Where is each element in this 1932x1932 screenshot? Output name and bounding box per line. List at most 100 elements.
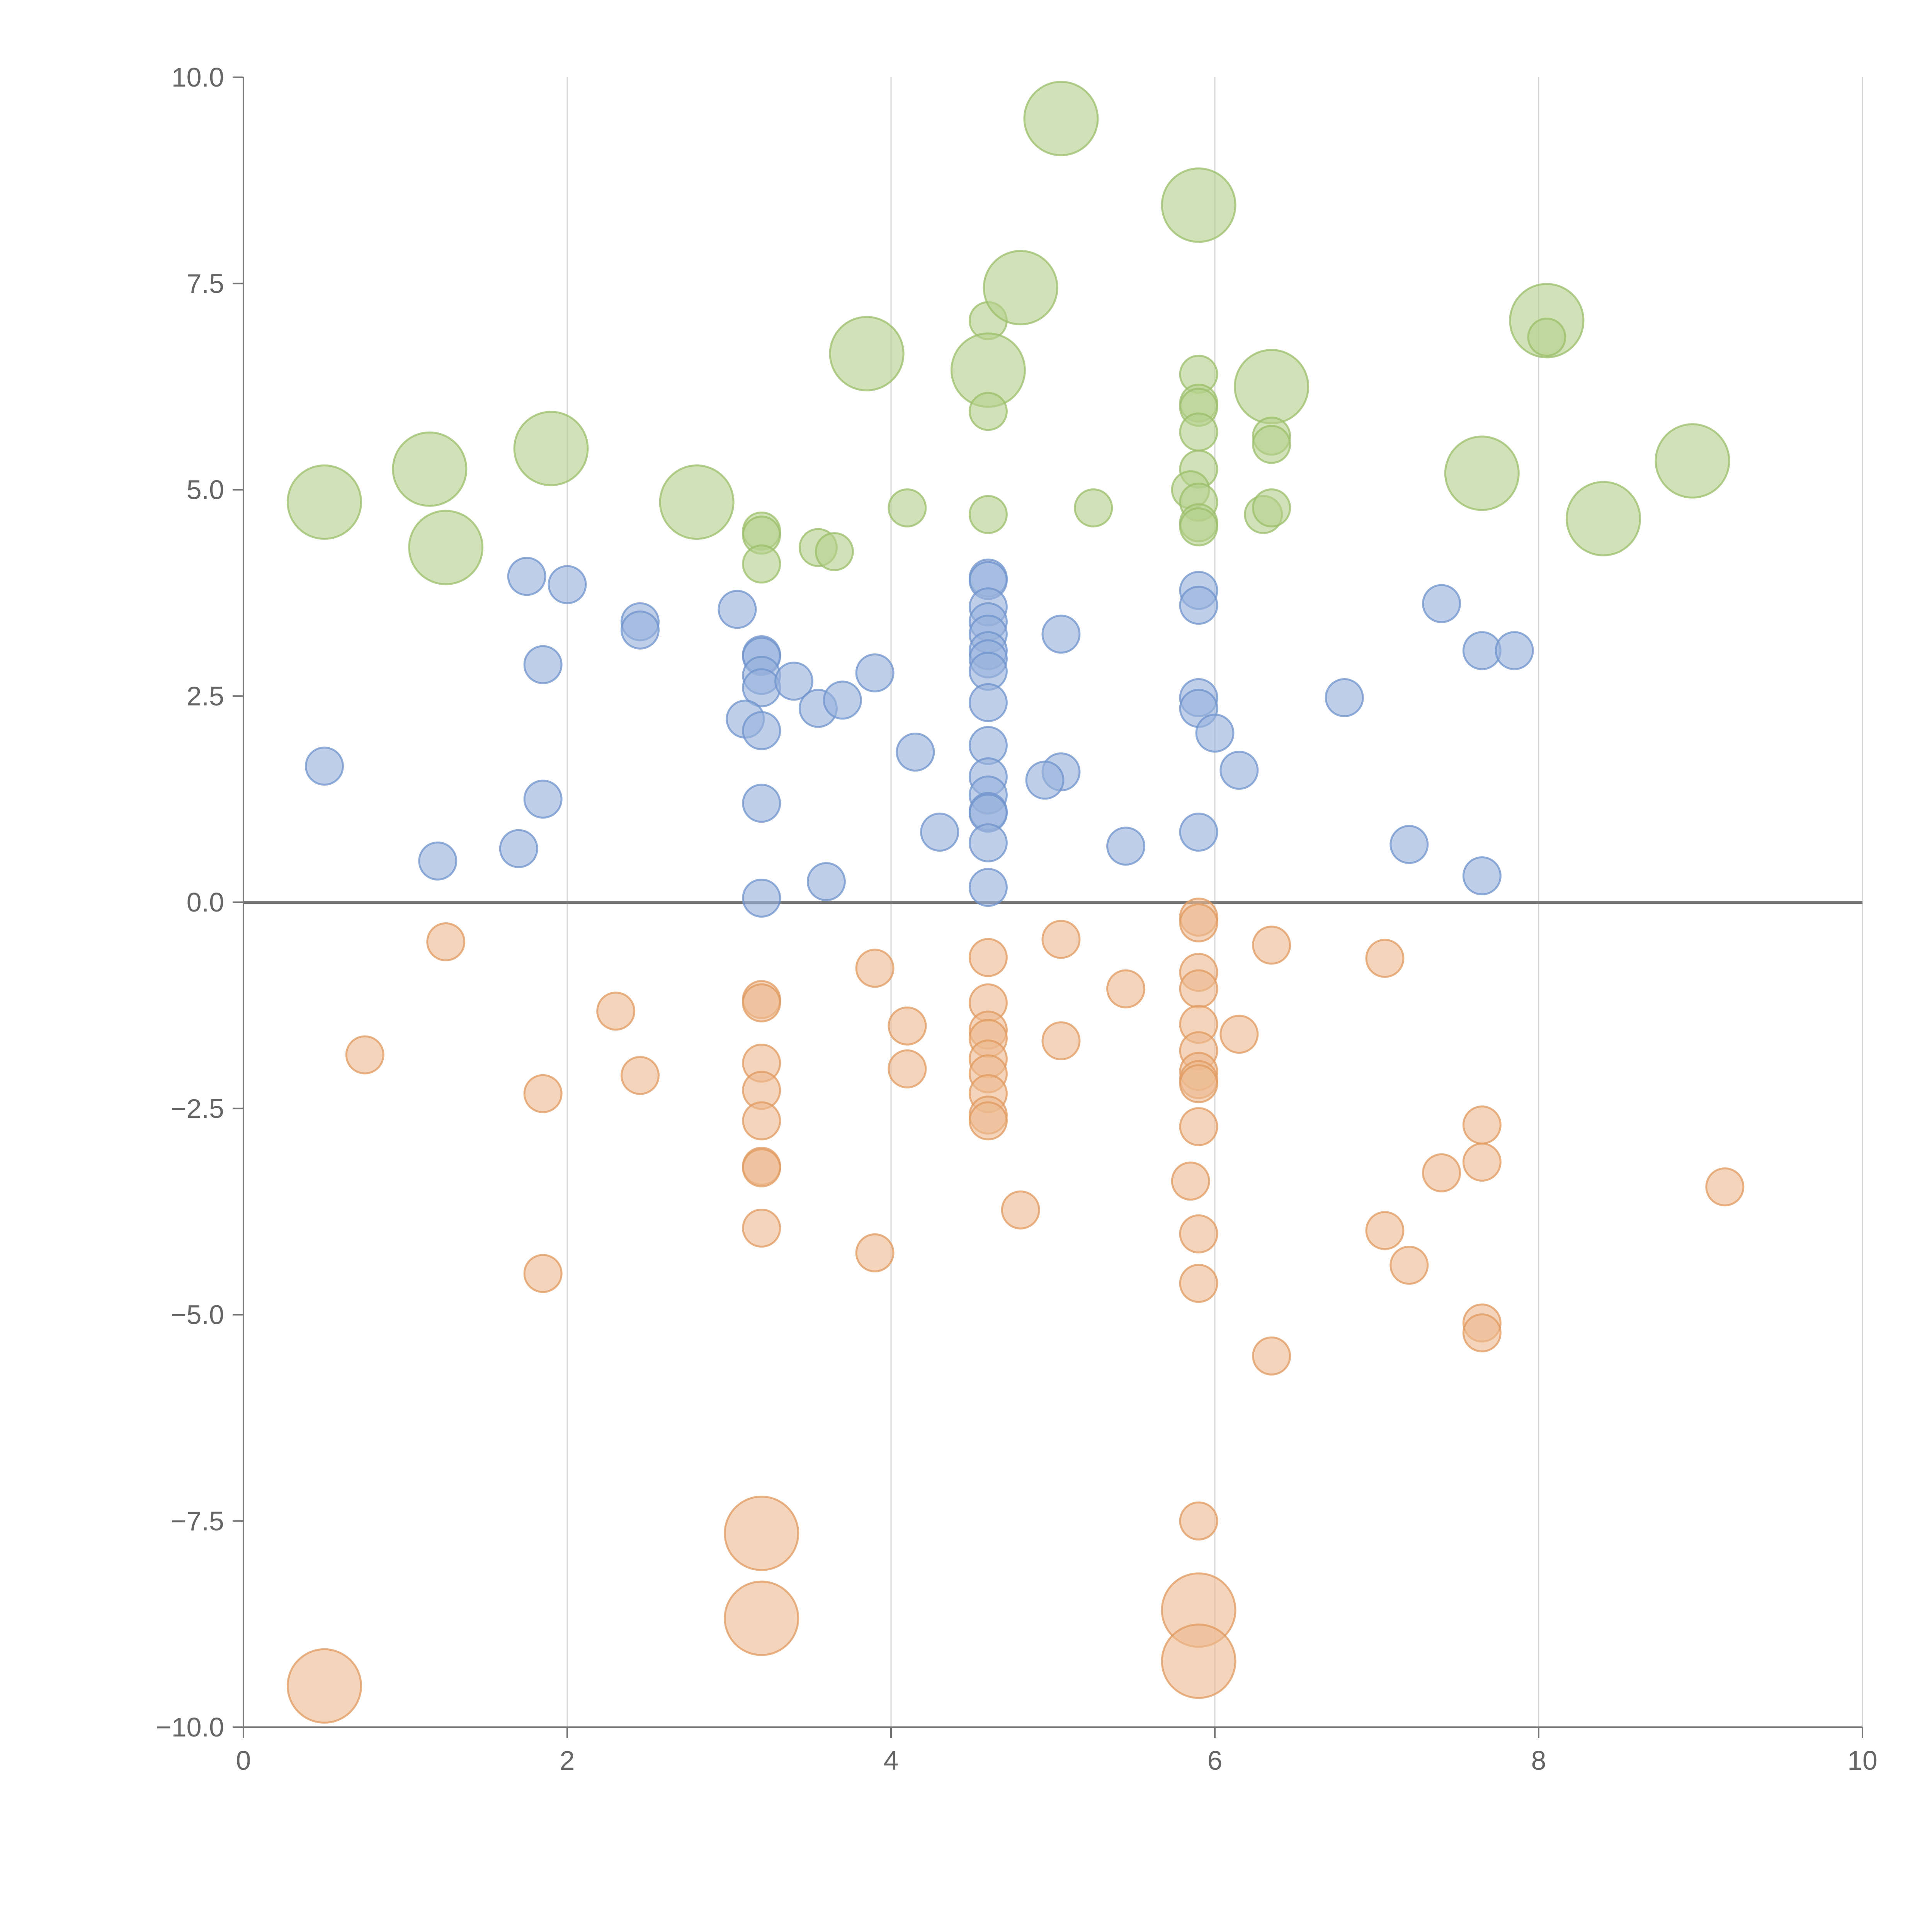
y-tick-label: 0.0 [187, 887, 224, 917]
orange-point-21 [968, 938, 1008, 977]
x-tick-label: 0 [236, 1745, 251, 1776]
orange-point-14 [742, 1208, 781, 1248]
blue-point-52 [1325, 678, 1364, 718]
orange-point-30 [1001, 1190, 1040, 1230]
blue-point-40 [968, 868, 1008, 907]
blue-point-24 [920, 813, 959, 852]
orange-point-43 [1179, 1107, 1218, 1146]
orange-point-3 [523, 1074, 563, 1113]
green-point-34 [1444, 435, 1520, 511]
orange-point-56 [1422, 1153, 1461, 1192]
orange-point-35 [1179, 903, 1218, 942]
orange-point-4 [523, 1254, 563, 1293]
y-tick-label: 7.5 [187, 269, 224, 299]
x-tick-label: 6 [1208, 1745, 1223, 1776]
blue-point-41 [1041, 614, 1081, 654]
orange-point-6 [621, 1056, 660, 1095]
orange-point-60 [1462, 1313, 1502, 1352]
blue-point-21 [855, 653, 895, 692]
y-tick-label: 10.0 [172, 62, 224, 92]
blue-point-39 [968, 823, 1008, 862]
blue-point-22 [806, 862, 846, 901]
blue-point-44 [1106, 827, 1146, 866]
blue-point-2 [507, 557, 546, 596]
orange-point-8 [742, 983, 781, 1022]
y-tick-label: −7.5 [171, 1506, 224, 1536]
orange-point-55 [1389, 1245, 1429, 1285]
green-point-7 [742, 544, 781, 584]
orange-point-18 [855, 1233, 895, 1272]
blue-point-43 [1025, 760, 1065, 800]
blue-point-57 [1462, 856, 1502, 896]
x-tick-label: 10 [1847, 1745, 1878, 1776]
y-tick-label: 5.0 [187, 475, 224, 505]
blue-point-1 [418, 841, 457, 881]
y-tick-label: −2.5 [171, 1094, 224, 1124]
orange-point-20 [888, 1049, 927, 1088]
green-point-9 [815, 532, 854, 571]
blue-point-46 [1179, 585, 1218, 625]
green-point-3 [513, 411, 589, 486]
orange-point-57 [1462, 1105, 1502, 1145]
green-point-16 [983, 250, 1058, 325]
orange-point-61 [1705, 1167, 1745, 1207]
blue-point-15 [742, 711, 781, 750]
blue-point-20 [823, 680, 862, 720]
orange-point-19 [888, 1006, 927, 1046]
blue-point-17 [742, 878, 781, 918]
grid-lines [243, 77, 1863, 1727]
orange-point-1 [345, 1035, 384, 1075]
green-point-11 [888, 488, 927, 527]
green-point-37 [1566, 481, 1641, 556]
green-point-23 [1179, 412, 1218, 452]
x-tick-label: 2 [560, 1745, 575, 1776]
green-point-29 [1234, 349, 1310, 425]
green-point-4 [659, 464, 735, 540]
green-point-19 [1161, 167, 1236, 243]
blue-point-18 [774, 662, 814, 701]
orange-point-44 [1171, 1162, 1210, 1201]
x-tick-label: 8 [1531, 1745, 1546, 1776]
orange-point-33 [1106, 969, 1146, 1009]
green-point-0 [287, 464, 362, 540]
blue-point-56 [1495, 631, 1534, 670]
orange-point-0 [287, 1648, 362, 1724]
blue-point-50 [1219, 750, 1259, 790]
orange-point-37 [1179, 969, 1218, 1009]
green-point-15 [968, 495, 1008, 534]
y-tick-label: −5.0 [171, 1300, 224, 1330]
orange-point-32 [1041, 1021, 1081, 1061]
orange-point-2 [426, 922, 466, 961]
orange-point-46 [1179, 1264, 1218, 1303]
orange-point-5 [596, 992, 636, 1031]
orange-point-13 [742, 1148, 781, 1187]
blue-point-0 [305, 747, 344, 786]
orange-point-58 [1462, 1143, 1502, 1182]
orange-point-50 [1219, 1015, 1259, 1054]
blue-point-9 [718, 590, 757, 629]
green-point-36 [1527, 318, 1566, 357]
orange-point-45 [1179, 1214, 1218, 1253]
blue-point-53 [1389, 825, 1429, 864]
green-point-17 [1023, 81, 1099, 156]
orange-point-49 [1161, 1623, 1236, 1699]
orange-point-16 [724, 1580, 799, 1656]
y-tick-label: −10.0 [156, 1712, 224, 1742]
green-point-1 [392, 431, 468, 507]
orange-point-15 [724, 1495, 799, 1571]
blue-point-8 [621, 610, 660, 650]
blue-point-5 [499, 829, 538, 868]
green-point-28 [1179, 507, 1218, 547]
orange-point-53 [1365, 939, 1405, 978]
orange-point-29 [968, 1101, 1008, 1141]
blue-point-51 [1179, 813, 1218, 852]
green-point-2 [408, 510, 484, 585]
blue-point-33 [968, 683, 1008, 722]
green-point-10 [829, 316, 905, 391]
green-point-31 [1252, 425, 1291, 464]
orange-point-47 [1179, 1501, 1218, 1541]
blue-point-23 [896, 732, 935, 772]
blue-point-54 [1422, 584, 1461, 623]
orange-point-17 [855, 949, 895, 988]
